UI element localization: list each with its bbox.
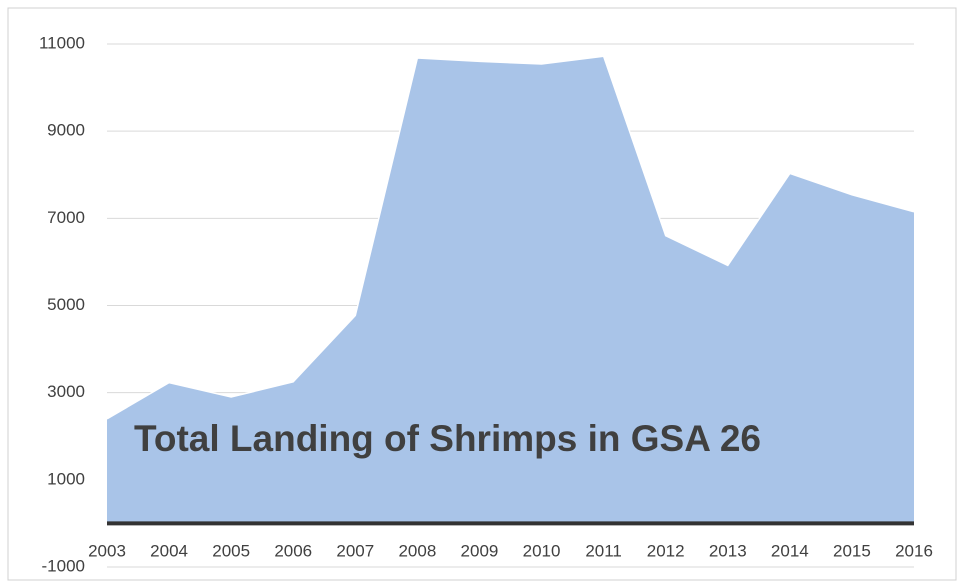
- x-tick-label: 2008: [398, 541, 436, 560]
- y-tick-label: 7000: [47, 208, 85, 227]
- x-tick-label: 2012: [647, 541, 685, 560]
- x-tick-label: 2013: [709, 541, 747, 560]
- x-tick-label: 2009: [461, 541, 499, 560]
- x-tick-label: 2011: [585, 541, 622, 560]
- area: [107, 56, 914, 524]
- y-tick-label: 1000: [47, 469, 85, 488]
- y-tick-label: 9000: [47, 121, 85, 140]
- x-tick-label: 2010: [523, 541, 561, 560]
- x-tick-label: 2003: [88, 541, 126, 560]
- area-edge: [106, 55, 915, 420]
- x-tick-label: 2006: [274, 541, 312, 560]
- x-tick-label: 2007: [336, 541, 374, 560]
- y-tick-label: 3000: [47, 382, 85, 401]
- x-tick-label: 2016: [895, 541, 933, 560]
- y-tick-label: 11000: [39, 33, 85, 52]
- x-tick-label: 2015: [833, 541, 871, 560]
- y-tick-label: -1000: [42, 556, 85, 575]
- x-tick-label: 2004: [150, 541, 188, 560]
- y-tick-label: 5000: [47, 295, 85, 314]
- chart-title: Total Landing of Shrimps in GSA 26: [134, 418, 761, 459]
- x-tick-label: 2005: [212, 541, 250, 560]
- x-tick-label: 2014: [771, 541, 809, 560]
